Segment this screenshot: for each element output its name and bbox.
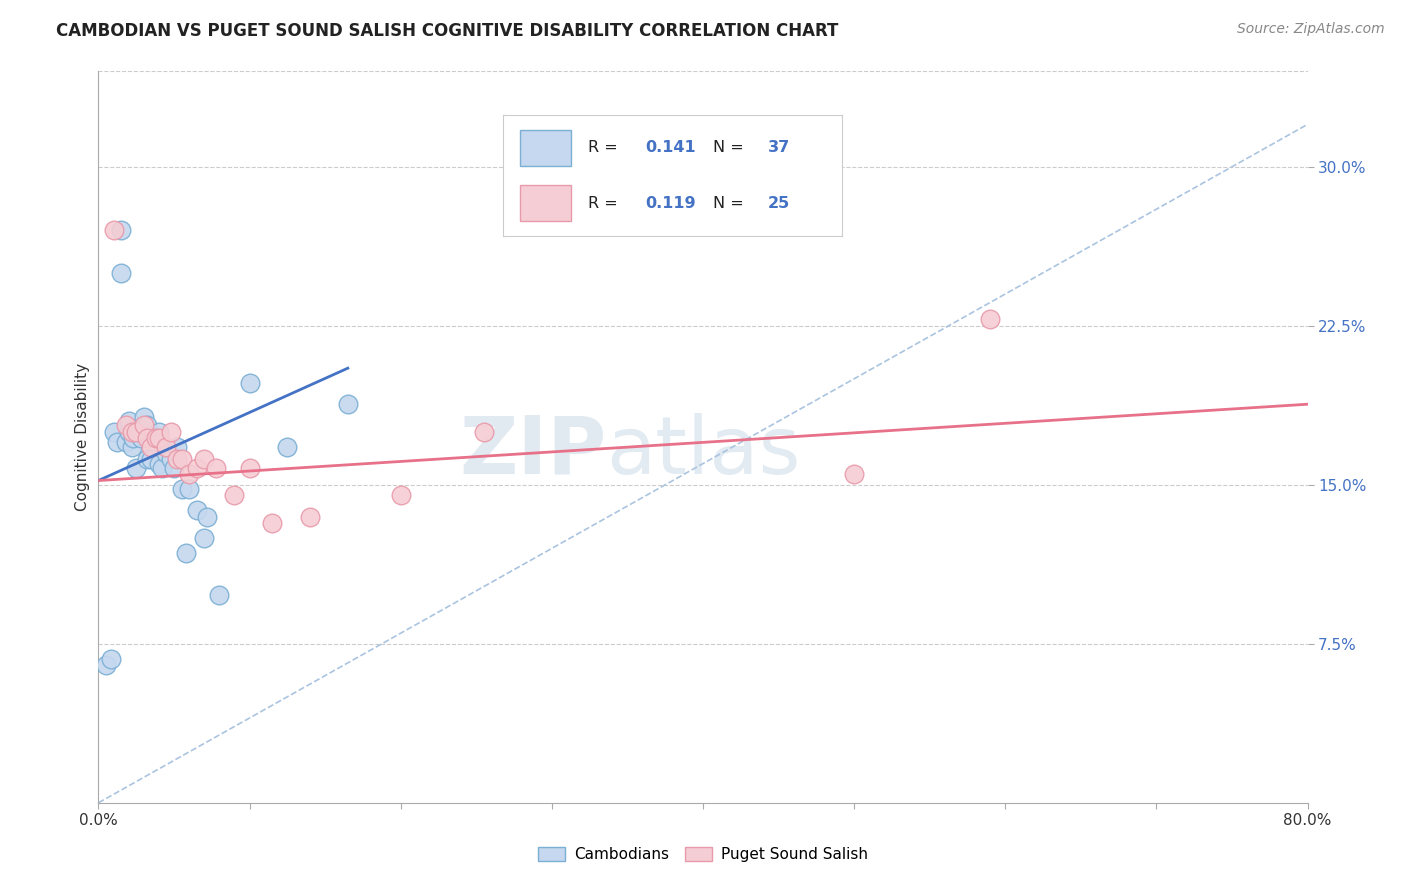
Point <box>224 488 246 502</box>
Point <box>118 414 141 428</box>
Point <box>155 440 177 454</box>
Point <box>150 460 173 475</box>
Point <box>166 452 188 467</box>
Point <box>105 435 128 450</box>
Point <box>114 418 136 433</box>
Point <box>186 460 208 475</box>
Point <box>122 431 145 445</box>
Point <box>110 266 132 280</box>
Point <box>103 425 125 439</box>
Point <box>179 482 201 496</box>
Point <box>135 418 157 433</box>
Point <box>141 452 163 467</box>
Text: Source: ZipAtlas.com: Source: ZipAtlas.com <box>1237 22 1385 37</box>
Text: ZIP: ZIP <box>458 413 606 491</box>
Point <box>125 460 148 475</box>
Point <box>193 531 215 545</box>
Point <box>163 460 186 475</box>
Point <box>103 223 125 237</box>
Text: atlas: atlas <box>606 413 800 491</box>
Legend: Cambodians, Puget Sound Salish: Cambodians, Puget Sound Salish <box>531 841 875 868</box>
Point <box>155 446 177 460</box>
Point <box>110 223 132 237</box>
Point <box>193 452 215 467</box>
Point <box>170 452 193 467</box>
Point <box>94 658 117 673</box>
Point <box>125 425 148 439</box>
Point <box>100 651 122 665</box>
Point <box>239 460 262 475</box>
Point <box>135 452 157 467</box>
Point <box>195 509 218 524</box>
Point <box>276 440 298 454</box>
Point <box>186 503 208 517</box>
Point <box>170 482 193 496</box>
Point <box>239 376 262 390</box>
Point <box>844 467 866 482</box>
Point <box>129 431 152 445</box>
Point <box>132 425 155 439</box>
Point <box>979 312 1001 326</box>
Point <box>262 516 284 530</box>
Point <box>118 425 141 439</box>
Point <box>166 440 188 454</box>
Point <box>132 409 155 424</box>
Point <box>205 460 228 475</box>
Text: CAMBODIAN VS PUGET SOUND SALISH COGNITIVE DISABILITY CORRELATION CHART: CAMBODIAN VS PUGET SOUND SALISH COGNITIV… <box>56 22 838 40</box>
Point <box>145 431 167 445</box>
Point <box>145 431 167 445</box>
Point <box>208 588 231 602</box>
Point <box>336 397 359 411</box>
Point <box>174 546 197 560</box>
Point <box>121 440 143 454</box>
Point <box>148 431 170 445</box>
Point <box>160 452 183 467</box>
Point <box>160 425 183 439</box>
Point <box>472 425 495 439</box>
Point <box>148 425 170 439</box>
Point <box>141 440 163 454</box>
Point <box>148 457 170 471</box>
Point <box>132 418 155 433</box>
Point <box>121 425 143 439</box>
Point <box>114 435 136 450</box>
Point <box>299 509 322 524</box>
Point <box>125 425 148 439</box>
Y-axis label: Cognitive Disability: Cognitive Disability <box>75 363 90 511</box>
Point <box>389 488 412 502</box>
Point <box>135 431 157 445</box>
Point <box>179 467 201 482</box>
